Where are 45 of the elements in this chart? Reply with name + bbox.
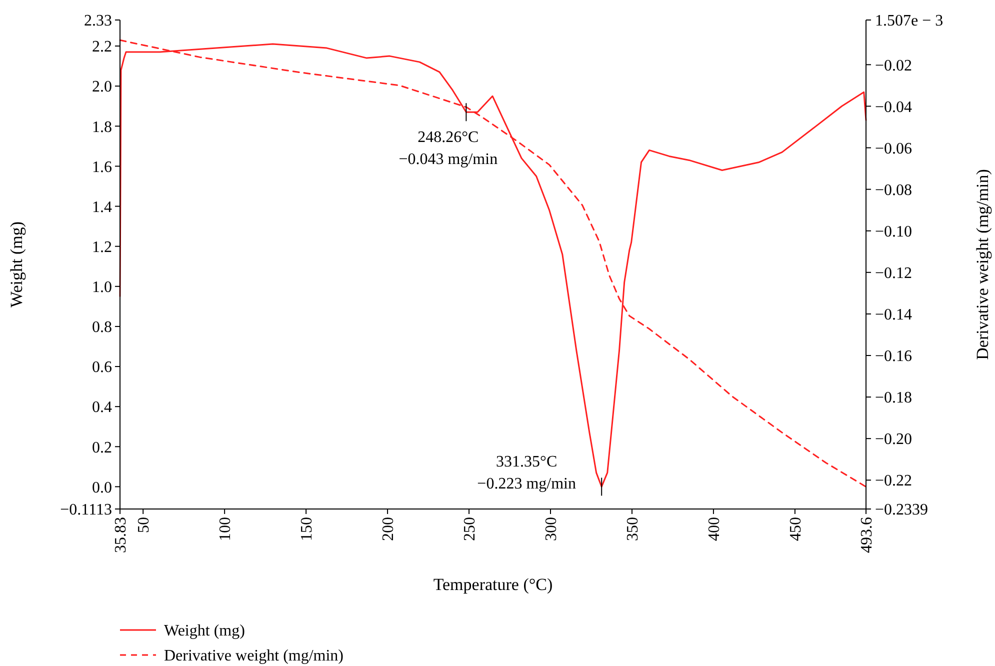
- y-tick-label: −0.1113: [60, 502, 112, 519]
- annotation: 331.35°C −0.223 mg/min: [477, 454, 576, 493]
- x-tick-label: 450: [788, 517, 805, 541]
- x-axis-title: Temperature (°C): [433, 575, 553, 594]
- y2-tick-label: −0.08: [875, 182, 912, 199]
- x-tick-label: 50: [136, 517, 153, 533]
- y2-tick-label: −0.14: [875, 306, 912, 324]
- y2-tick-label: −0.18: [875, 390, 912, 407]
- y2-axis-title: Derivative weight (mg/min): [973, 169, 992, 360]
- y2-tick-label: −0.10: [875, 223, 912, 240]
- x-tick-label: 200: [380, 517, 398, 541]
- y-tick-label: 0.4: [92, 399, 112, 416]
- x-tick-label: 250: [462, 517, 479, 541]
- y-tick-label: 0.2: [92, 439, 112, 456]
- y-tick-label: 0.8: [92, 319, 112, 336]
- legend-label: Derivative weight (mg/min): [164, 648, 344, 665]
- legend-label: Weight (mg): [164, 622, 245, 640]
- y-tick-label: 2.2: [92, 38, 112, 56]
- y-axis-title: Weight (mg): [7, 222, 26, 308]
- y2-tick-label: −0.16: [875, 348, 912, 366]
- y2-tick-label: −0.12: [875, 265, 912, 282]
- y-tick-label: 0.0: [92, 479, 112, 496]
- y2-tick-label: −0.20: [875, 431, 912, 448]
- y-tick-label: 1.4: [92, 198, 112, 216]
- y2-tick-label: 1.507e − 3: [875, 12, 944, 30]
- y-tick-label: 1.6: [92, 158, 112, 176]
- x-tick-label: 150: [298, 517, 316, 541]
- y2-tick-label: −0.2339: [875, 502, 928, 519]
- y-tick-label: 2.0: [92, 78, 112, 96]
- annotation: 248.26°C −0.043 mg/min: [398, 129, 498, 168]
- x-tick-label: 300: [543, 517, 560, 541]
- y-tick-label: 1.2: [92, 238, 112, 256]
- y2-tick-label: −0.02: [875, 57, 912, 74]
- x-tick-label: 493.6: [858, 517, 876, 553]
- x-tick-label: 100: [217, 517, 234, 541]
- y-tick-label: 2.33: [84, 12, 112, 30]
- x-tick-label: 35.83: [112, 517, 130, 553]
- y-tick-label: 1.0: [92, 279, 112, 296]
- y-tick-label: 1.8: [92, 118, 112, 136]
- y2-tick-label: −0.06: [875, 140, 912, 158]
- y2-tick-label: −0.22: [875, 472, 912, 490]
- x-tick-label: 400: [706, 517, 724, 541]
- x-tick-label: 350: [624, 517, 642, 541]
- y2-tick-label: −0.04: [875, 98, 912, 116]
- y-tick-label: 0.6: [92, 359, 112, 376]
